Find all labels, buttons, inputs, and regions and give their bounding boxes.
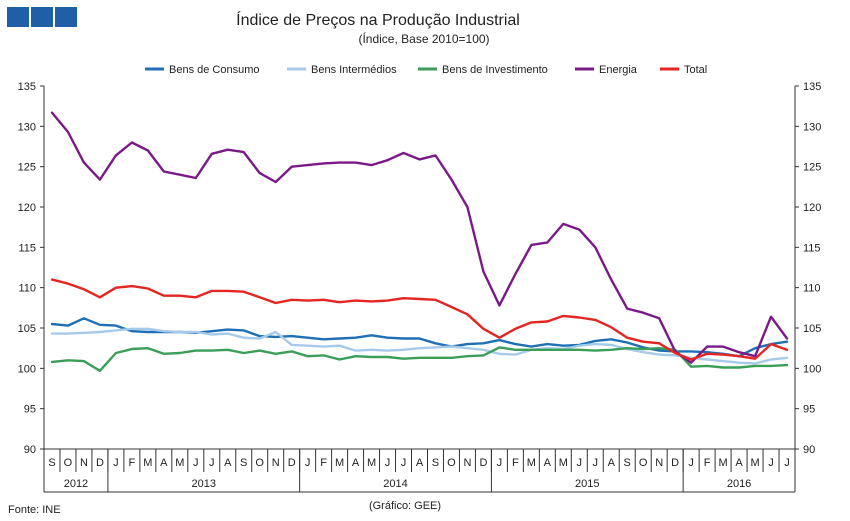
y-tick-label-left: 110 [18,283,36,295]
month-tick-label: F [704,457,711,469]
month-tick-label: D [671,457,679,469]
y-tick-label-right: 125 [803,162,821,174]
month-tick-label: J [497,457,503,469]
month-tick-label: J [577,457,583,469]
chart-axes: 90 90 95 95 100 100 105 105 110 110 115 115 120 120 12… [18,81,821,493]
month-tick-label: A [544,457,552,469]
series-line-energia [50,111,789,364]
legend-label: Bens Intermédios [311,64,397,76]
month-tick-label: A [416,457,424,469]
month-tick-label: F [129,457,136,469]
legend-label: Bens de Investimento [442,64,548,76]
y-tick-label-right: 120 [803,202,821,214]
year-label: 2012 [64,478,88,490]
month-tick-label: N [655,457,663,469]
source-note: Fonte: INE [8,504,61,516]
month-tick-label: J [401,457,407,469]
y-tick-label-left: 120 [18,202,36,214]
month-tick-label: J [784,457,790,469]
y-tick-label-left: 115 [18,242,36,254]
month-tick-label: A [735,457,743,469]
chart-series [50,111,789,372]
y-tick-label-left: 105 [18,323,36,335]
month-tick-label: N [463,457,471,469]
month-tick-label: N [80,457,88,469]
y-tick-label-left: 130 [18,121,36,133]
y-tick-label-right: 130 [803,121,821,133]
chart-subtitle: (Índice, Base 2010=100) [358,31,489,46]
legend-label: Bens de Consumo [169,64,260,76]
month-tick-label: F [320,457,327,469]
month-tick-label: D [479,457,487,469]
y-tick-label-left: 100 [18,363,36,375]
month-tick-label: S [48,457,55,469]
month-tick-label: S [432,457,439,469]
month-tick-label: D [96,457,104,469]
month-tick-label: D [288,457,296,469]
chart-legend: Bens de Consumo Bens Intermédios Bens de I… [145,64,707,76]
y-tick-label-left: 95 [24,404,36,416]
month-tick-label: N [272,457,280,469]
month-tick-label: M [527,457,536,469]
y-tick-label-left: 90 [24,444,36,456]
month-tick-label: M [143,457,152,469]
logo-square-1 [7,7,29,27]
month-tick-label: J [305,457,311,469]
month-tick-label: J [768,457,774,469]
series-line-bens-intermedios [50,327,789,365]
month-tick-label: O [639,457,648,469]
y-tick-label-right: 90 [803,444,815,456]
month-tick-label: M [175,457,184,469]
month-tick-label: M [559,457,568,469]
month-tick-label: M [719,457,728,469]
year-label: 2016 [727,478,751,490]
logo-square-2 [31,7,53,27]
year-label: 2015 [575,478,599,490]
chart-title: Índice de Preços na Produção Industrial [236,10,520,29]
series-line-bens-de-investimento [50,346,789,372]
month-tick-label: J [593,457,599,469]
month-tick-label: O [447,457,456,469]
y-tick-label-right: 135 [803,81,821,93]
month-tick-label: J [688,457,694,469]
month-tick-label: F [512,457,519,469]
chart-credit: (Gráfico: GEE) [369,500,441,512]
legend-label: Total [684,64,707,76]
year-label: 2013 [192,478,216,490]
month-tick-label: M [367,457,376,469]
series-line-total [50,278,789,361]
y-tick-label-right: 110 [803,283,821,295]
month-tick-label: J [385,457,391,469]
month-tick-label: S [624,457,631,469]
logo-square-3 [55,7,77,27]
y-tick-label-right: 105 [803,323,821,335]
month-tick-label: J [209,457,215,469]
y-tick-label-right: 100 [803,363,821,375]
year-label: 2014 [383,478,407,490]
y-tick-label-right: 95 [803,404,815,416]
month-tick-label: A [352,457,360,469]
month-tick-label: M [335,457,344,469]
month-tick-label: A [224,457,232,469]
legend-label: Energia [599,64,638,76]
month-tick-label: S [240,457,247,469]
y-tick-label-left: 125 [18,162,36,174]
month-tick-label: A [608,457,616,469]
month-tick-label: O [64,457,73,469]
y-tick-label-left: 135 [18,81,36,93]
month-tick-label: A [160,457,168,469]
month-tick-label: O [255,457,264,469]
month-tick-label: M [750,457,759,469]
month-tick-label: J [113,457,119,469]
month-tick-label: J [193,457,199,469]
y-tick-label-right: 115 [803,242,821,254]
